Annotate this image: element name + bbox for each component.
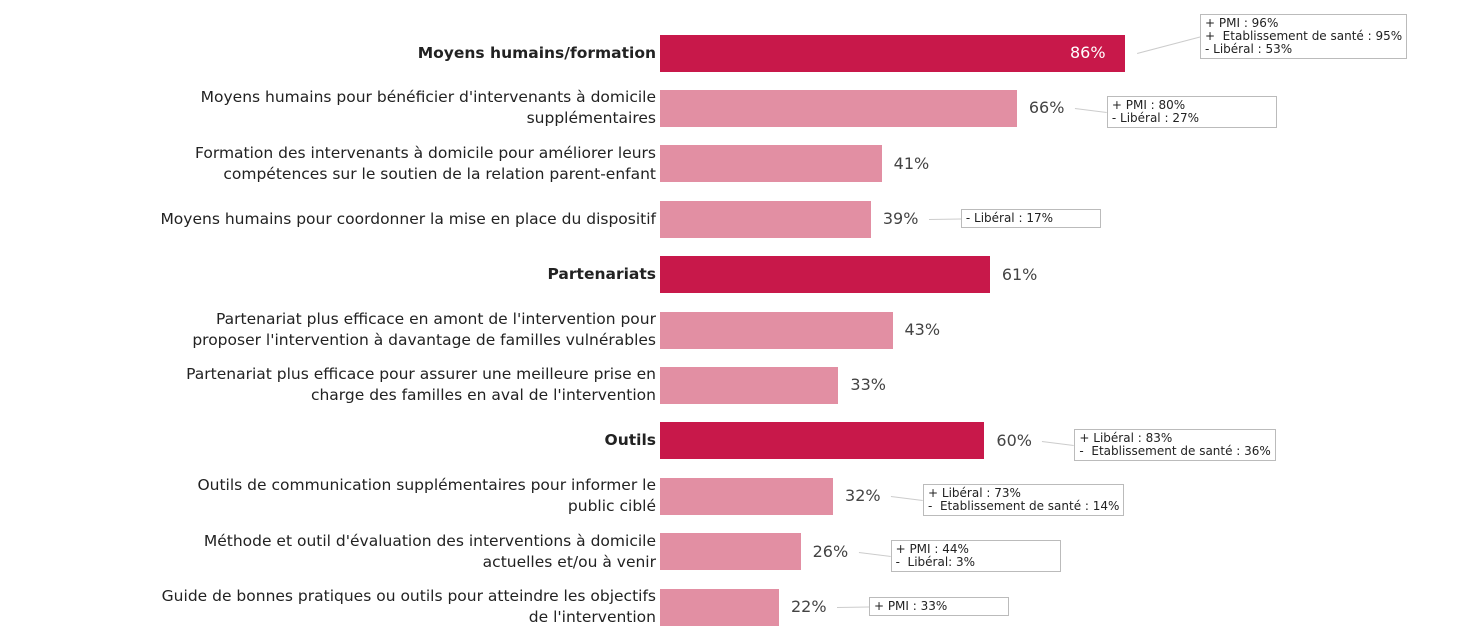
value-label: 33% (850, 375, 886, 395)
annotation-line: - Etablissement de santé : 36% (1079, 443, 1271, 458)
annotation-line: - Libéral : 27% (1111, 111, 1199, 126)
category-label: Partenariats (547, 265, 656, 284)
connector (1042, 440, 1075, 446)
category-label: Outils (604, 431, 656, 450)
annotation-box: + PMI : 96% + Etablissement de santé : 95… (1200, 14, 1408, 59)
value-label: 86% (1070, 43, 1106, 62)
annotation-box: + Libéral : 73% - Etablissement de santé … (923, 484, 1125, 517)
value-label: 26% (812, 541, 849, 561)
connector (836, 606, 869, 608)
bar (660, 533, 801, 571)
annotation-line: + PMI : 80% (1111, 98, 1186, 113)
annotation-box: + PMI : 44% - Libéral: 3% (890, 539, 1061, 572)
bar (660, 588, 779, 626)
bar (660, 477, 834, 515)
value-label: 61% (1001, 264, 1038, 284)
category-label: Partenariat plus efficace en amont de l'… (192, 310, 656, 349)
value-label: 60% (996, 430, 1032, 450)
annotation-line: + Libéral : 73% (928, 486, 1021, 501)
annotation-line: - Libéral: 3% (895, 554, 976, 569)
annotation-box: + PMI : 80% - Libéral : 27% (1106, 96, 1277, 129)
bar (660, 311, 893, 349)
bar (660, 366, 839, 404)
connector (890, 496, 924, 502)
value-label: 32% (845, 486, 881, 506)
annotation-box: + Libéral : 83% - Etablissement de santé … (1074, 428, 1276, 461)
annotation-box: + PMI : 33% (868, 597, 1009, 616)
annotation-box: - Libéral : 17% (960, 209, 1101, 229)
annotation-line: + Etablissement de santé : 95% (1205, 29, 1403, 43)
bar (660, 34, 1125, 72)
bar (660, 145, 882, 183)
bar (660, 256, 990, 294)
annotation-line: - Etablissement de santé : 14% (928, 499, 1120, 514)
bar (660, 200, 871, 238)
value-label: 41% (893, 153, 930, 173)
bar (660, 422, 985, 460)
category-label: Guide de bonnes pratiques ou outils pour… (161, 587, 656, 626)
annotation-line: - Libéral : 53% (1205, 42, 1293, 56)
value-label: 22% (790, 597, 827, 616)
annotation-line: - Libéral : 17% (965, 211, 1053, 226)
annotation-line: + Libéral : 83% (1079, 430, 1173, 445)
connector (1074, 108, 1107, 114)
connector (928, 218, 961, 221)
category-label: Moyens humains pour coordonner la mise e… (160, 209, 656, 228)
annotation-line: + PMI : 33% (873, 599, 948, 613)
category-label: Moyens humains pour bénéficier d'interve… (200, 88, 656, 128)
value-label: 43% (904, 320, 941, 339)
category-label: Méthode et outil d'évaluation des interv… (203, 531, 656, 571)
value-label: 39% (882, 209, 919, 229)
category-label: Outils de communication supplémentaires … (197, 476, 656, 516)
connector (858, 551, 891, 557)
value-label: 66% (1028, 98, 1065, 118)
annotation-line: + PMI : 44% (895, 541, 969, 556)
bar (660, 89, 1017, 127)
category-label: Formation des intervenants à domicile po… (195, 143, 656, 183)
connector (1137, 36, 1201, 54)
category-label: Partenariat plus efficace pour assurer u… (186, 365, 656, 405)
annotation-line: + PMI : 96% (1205, 16, 1279, 30)
category-label: Moyens humains/formation (417, 43, 656, 62)
